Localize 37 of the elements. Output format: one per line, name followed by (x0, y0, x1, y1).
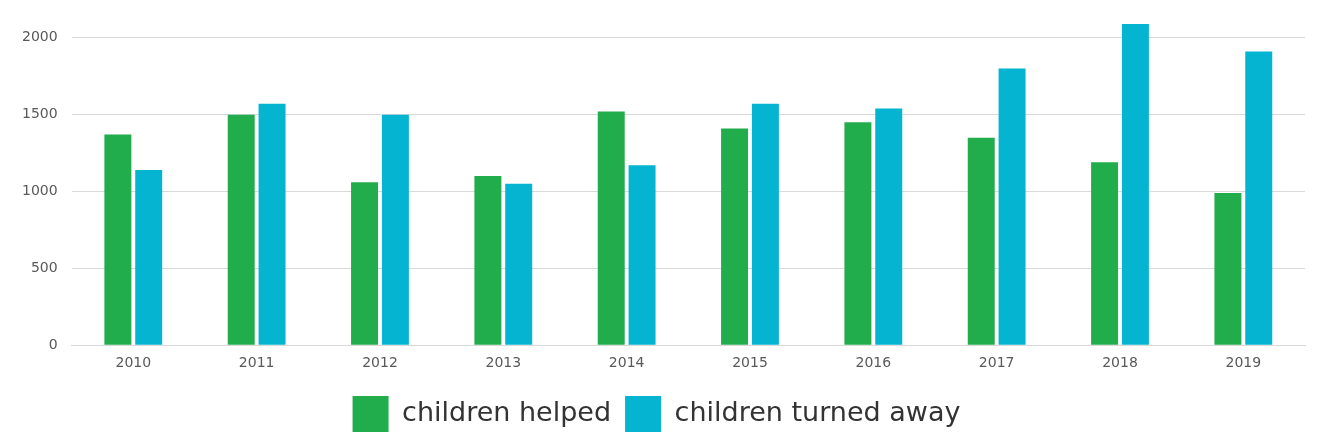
bar (998, 68, 1026, 345)
bar (258, 103, 286, 345)
x-tick-label: 2012 (362, 354, 398, 371)
bar (351, 182, 379, 345)
x-tick-label: 2019 (1225, 354, 1262, 371)
legend-label: children helped (402, 396, 612, 428)
bar (104, 134, 132, 345)
bar (844, 122, 872, 345)
bar (721, 128, 749, 345)
bar (135, 169, 163, 345)
bar (1214, 193, 1242, 345)
y-tick-label: 0 (48, 335, 58, 352)
bar (628, 165, 656, 345)
x-tick-label: 2017 (978, 354, 1015, 371)
x-tick-label: 2016 (855, 354, 892, 371)
y-tick-label: 1500 (21, 105, 58, 122)
bar (875, 108, 903, 345)
x-tick-label: 2015 (732, 354, 768, 371)
x-tick-label: 2013 (485, 354, 522, 371)
y-tick-label: 500 (30, 258, 58, 275)
y-tick-label: 2000 (21, 28, 58, 45)
legend-label: children turned away (674, 396, 961, 428)
bar (597, 111, 625, 345)
x-tick-label: 2010 (115, 354, 152, 371)
y-tick-label: 1000 (21, 182, 58, 199)
x-tick-label: 2014 (608, 354, 645, 371)
bar (751, 103, 779, 345)
bar (227, 114, 255, 345)
bar (1121, 23, 1149, 345)
bar (1245, 51, 1273, 345)
bar (505, 183, 533, 345)
x-tick-label: 2011 (238, 354, 275, 371)
bar (474, 176, 502, 345)
x-tick-label: 2018 (1102, 354, 1138, 371)
bar (381, 114, 409, 345)
bar (967, 137, 995, 345)
bar (1091, 162, 1119, 345)
